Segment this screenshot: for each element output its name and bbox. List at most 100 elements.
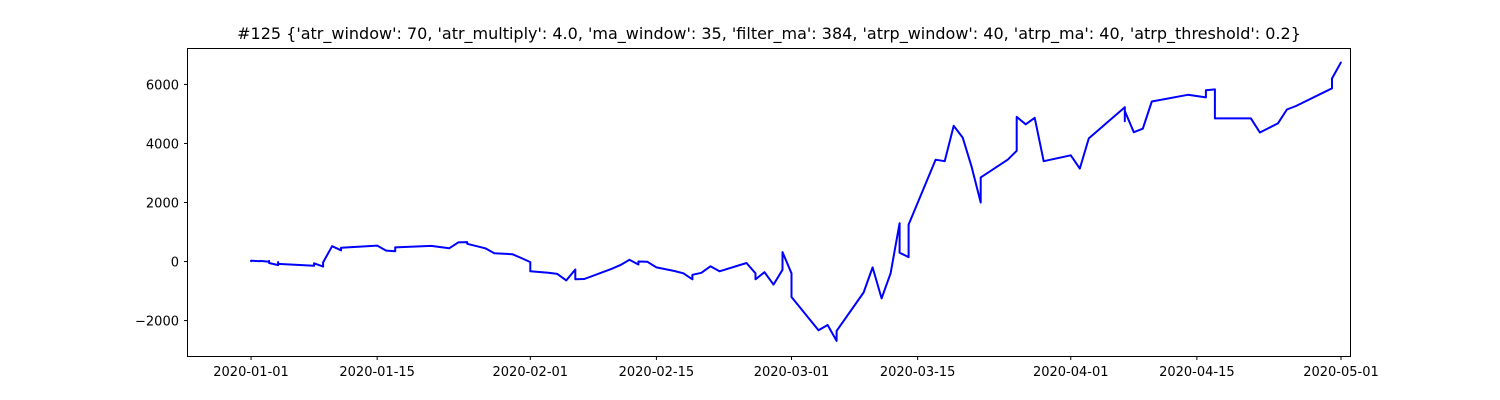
data-point	[1205, 96, 1207, 99]
data-point	[385, 249, 388, 252]
data-point	[277, 263, 279, 265]
data-point	[781, 251, 784, 253]
x-tick-label: 2020-01-15	[339, 365, 415, 380]
data-point	[691, 278, 694, 281]
x-tick-label: 2020-04-01	[1033, 365, 1109, 380]
data-point	[313, 262, 315, 265]
plot-frame	[187, 48, 1351, 357]
data-point	[1133, 131, 1135, 133]
data-point	[268, 260, 270, 262]
data-point	[862, 291, 865, 294]
data-point	[952, 125, 955, 127]
data-point	[880, 297, 883, 300]
data-point	[529, 261, 532, 263]
data-point	[1015, 116, 1018, 118]
data-point	[430, 245, 433, 247]
data-point	[556, 273, 559, 275]
data-point	[322, 261, 324, 264]
data-point	[817, 329, 820, 332]
data-point	[979, 176, 982, 179]
data-point	[259, 260, 261, 262]
data-point	[646, 261, 649, 263]
y-tick-label: 4000	[146, 137, 179, 152]
data-point	[763, 271, 766, 274]
data-point	[1124, 106, 1126, 108]
data-point	[781, 269, 784, 271]
data-point	[331, 245, 333, 247]
data-point	[907, 223, 910, 226]
series-line	[250, 61, 1342, 342]
data-point	[1214, 117, 1216, 120]
y-tick-label: 2000	[146, 197, 179, 212]
data-point	[898, 222, 901, 224]
data-point	[1015, 150, 1018, 152]
data-point	[637, 260, 640, 263]
data-point	[574, 268, 577, 271]
data-point	[250, 259, 252, 262]
data-point	[1259, 131, 1261, 134]
data-point	[682, 272, 685, 275]
data-point	[889, 272, 892, 275]
plot-marks	[250, 61, 1342, 342]
data-point	[691, 274, 694, 276]
data-point	[466, 241, 469, 243]
data-point	[1088, 137, 1090, 140]
y-tick-label: 6000	[146, 78, 179, 93]
data-point	[700, 272, 703, 274]
data-point	[934, 158, 937, 161]
data-point	[1214, 88, 1216, 91]
data-point	[970, 166, 973, 168]
data-point	[268, 262, 270, 264]
x-tick-label: 2020-02-01	[493, 365, 569, 380]
data-point	[376, 244, 379, 247]
data-point	[655, 266, 658, 269]
data-point	[1151, 100, 1153, 103]
data-point	[1042, 160, 1045, 162]
data-point	[340, 246, 342, 249]
x-tick-label: 2020-04-15	[1159, 365, 1235, 380]
x-axis: 2020-01-01 2020-01-15 2020-02-01 2020-02-15…	[213, 356, 1379, 380]
data-point	[907, 256, 910, 258]
data-point	[610, 268, 613, 270]
data-point	[1331, 77, 1333, 80]
x-tick-label: 2020-03-01	[754, 365, 830, 380]
data-point	[574, 278, 577, 281]
data-point	[1286, 108, 1288, 111]
data-point	[1340, 61, 1342, 64]
data-point	[1124, 120, 1126, 123]
data-point	[457, 241, 460, 244]
data-point	[394, 246, 397, 249]
data-point	[1142, 127, 1144, 130]
chart-title: #125 {'atr_window': 70, 'atr_multiply': …	[237, 24, 1301, 44]
data-point	[1024, 123, 1027, 126]
data-point	[1277, 122, 1279, 125]
data-point	[637, 263, 640, 266]
data-point	[529, 270, 532, 273]
data-point	[1006, 158, 1009, 161]
data-point	[835, 330, 838, 332]
data-point	[520, 257, 523, 259]
data-point	[979, 201, 982, 204]
data-point	[466, 243, 469, 245]
data-point	[628, 259, 631, 261]
y-axis: −2000 0 2000 4000 6000	[135, 78, 188, 330]
data-point	[718, 270, 721, 273]
data-point	[754, 272, 757, 275]
data-point	[1295, 105, 1297, 107]
data-point	[1079, 167, 1081, 170]
data-point	[1331, 87, 1333, 90]
data-point	[1205, 89, 1207, 92]
data-point	[745, 262, 748, 264]
data-point	[1187, 94, 1189, 96]
data-point	[277, 261, 279, 263]
data-point	[565, 279, 568, 282]
data-point	[826, 324, 829, 326]
data-point	[493, 252, 496, 255]
data-point	[709, 265, 712, 268]
data-point	[583, 278, 586, 280]
data-point	[790, 272, 793, 275]
x-tick-label: 2020-03-15	[880, 365, 956, 380]
data-point	[340, 249, 342, 252]
data-point	[448, 247, 451, 250]
